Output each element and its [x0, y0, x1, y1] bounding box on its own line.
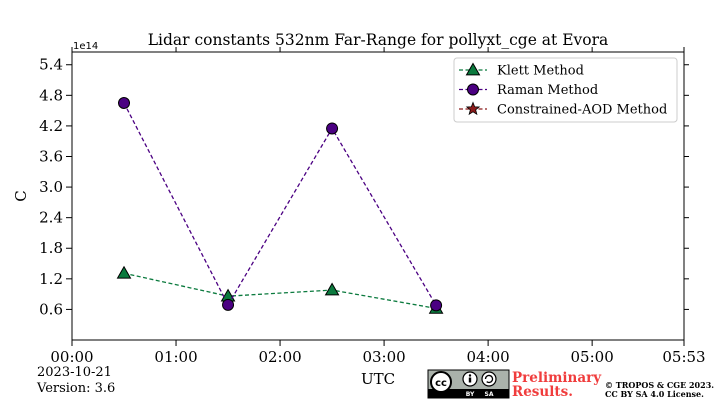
cc-logo-text: cc	[435, 378, 447, 389]
x-tick-label: 02:00	[258, 348, 301, 366]
plot-frame	[71, 51, 685, 341]
y-tick-label: 1.2	[39, 270, 63, 288]
x-axis-ticks: 00:00 01:00 02:00 03:00 04:00 05:00 05:53	[50, 47, 706, 366]
y-tick-label: 0.6	[39, 300, 63, 318]
preliminary-line-2: Results.	[512, 384, 573, 400]
legend-label: Constrained-AOD Method	[497, 103, 667, 118]
y-exponent-label: 1e14	[73, 41, 98, 52]
y-tick-label: 3.0	[39, 178, 63, 196]
y-axis-label: C	[12, 190, 30, 201]
x-tick-label: 05:53	[662, 348, 705, 366]
sa-label: SA	[485, 391, 494, 398]
legend-box	[453, 57, 678, 123]
footer-version: Version: 3.6	[36, 381, 115, 396]
data-point	[326, 122, 339, 135]
footer-date: 2023-10-21	[37, 365, 112, 380]
x-tick-label: 00:00	[50, 348, 93, 366]
y-tick-label: 4.8	[39, 86, 63, 104]
by-label: BY	[466, 391, 475, 398]
legend-marker	[467, 83, 479, 96]
preliminary-line-1: Preliminary	[512, 370, 602, 386]
sa-sharealike-icon	[481, 371, 497, 387]
y-tick-label: 1.8	[39, 239, 63, 257]
series-line	[123, 102, 437, 307]
data-point	[430, 299, 443, 312]
chart-title: Lidar constants 532nm Far-Range for poll…	[148, 31, 609, 49]
series-layer	[116, 96, 444, 314]
y-tick-label: 5.4	[39, 56, 63, 74]
cc-logo-icon	[430, 371, 452, 393]
series-line	[123, 272, 437, 310]
x-tick-label: 05:00	[571, 348, 614, 366]
copyright-line-2: CC BY SA 4.0 License.	[605, 389, 704, 399]
x-tick-label: 01:00	[154, 348, 197, 366]
legend-label: Klett Method	[497, 64, 584, 79]
x-tick-label: 03:00	[362, 348, 405, 366]
legend-marker	[465, 101, 481, 116]
cc-by-sa-badge: cc BY SA	[427, 369, 510, 399]
legend-marker	[465, 62, 481, 76]
y-tick-label: 4.2	[39, 117, 63, 135]
data-point	[324, 282, 340, 296]
x-axis-label: UTC	[361, 370, 395, 388]
x-tick-label: 04:00	[466, 348, 509, 366]
data-point	[222, 298, 235, 311]
legend-label: Raman Method	[497, 83, 598, 98]
data-point	[118, 96, 131, 109]
legend: Klett Method Raman Method Constrained-AOD …	[453, 57, 678, 123]
copyright-line-1: © TROPOS & CGE 2023.	[605, 380, 714, 390]
y-tick-label: 3.6	[39, 147, 63, 165]
y-axis-ticks: 0.6 1.2 1.8 2.4 3.0 3.6 4.2 4.8 5.4	[39, 56, 689, 318]
y-tick-label: 2.4	[39, 209, 63, 227]
data-point	[116, 265, 132, 279]
